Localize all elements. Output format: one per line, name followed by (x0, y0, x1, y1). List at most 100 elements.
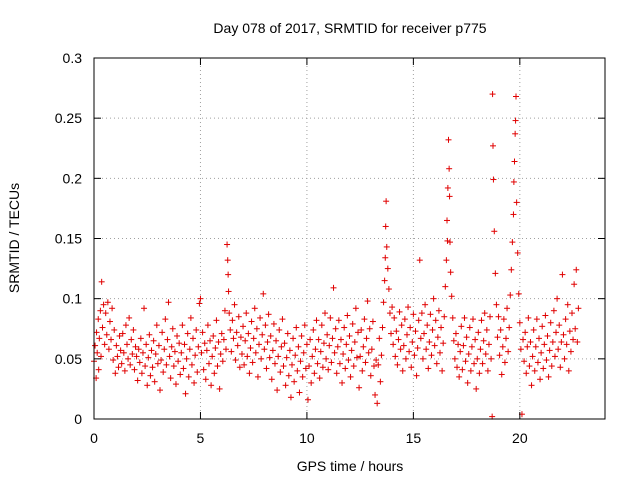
data-point (331, 349, 338, 356)
data-point (302, 365, 309, 372)
data-point (221, 307, 228, 314)
data-point (174, 332, 181, 339)
data-point (229, 317, 236, 324)
data-point (425, 365, 432, 372)
data-point (139, 349, 146, 356)
data-point (500, 316, 507, 323)
data-point (497, 326, 504, 333)
data-point (154, 360, 161, 367)
data-point (535, 335, 542, 342)
data-point (332, 325, 339, 332)
data-point (494, 334, 501, 341)
data-point (204, 322, 211, 329)
data-point (96, 335, 103, 342)
data-point (241, 361, 248, 368)
data-point (346, 332, 353, 339)
data-point (290, 335, 297, 342)
data-point (450, 337, 457, 344)
data-point (401, 316, 408, 323)
data-point (153, 322, 160, 329)
data-point (390, 341, 397, 348)
data-point (295, 343, 302, 350)
data-point (550, 307, 557, 314)
data-point (317, 348, 324, 355)
grid-lines (94, 58, 605, 419)
data-point (213, 317, 220, 324)
data-point (98, 278, 105, 285)
data-point (512, 117, 519, 124)
data-point (434, 334, 441, 341)
data-point (249, 359, 256, 366)
data-point (128, 336, 135, 343)
data-point (219, 358, 226, 365)
data-point (122, 322, 129, 329)
data-point (289, 361, 296, 368)
data-point (146, 331, 153, 338)
data-point (126, 314, 133, 321)
data-point (474, 355, 481, 362)
data-point (557, 364, 564, 371)
data-point (484, 367, 491, 374)
data-point (250, 335, 257, 342)
data-point (491, 228, 498, 235)
data-point (183, 355, 190, 362)
data-point (384, 265, 391, 272)
data-point (442, 283, 449, 290)
data-point (194, 369, 201, 376)
data-point (373, 357, 380, 364)
x-tick-label: 5 (197, 430, 205, 446)
data-point (382, 254, 389, 261)
data-point (312, 346, 319, 353)
data-point (296, 389, 303, 396)
data-point (340, 351, 347, 358)
data-point (273, 337, 280, 344)
data-point (102, 310, 109, 317)
data-point (118, 360, 125, 367)
data-point (152, 351, 159, 358)
data-point (190, 335, 197, 342)
data-point (573, 266, 580, 273)
data-point (480, 337, 487, 344)
data-point (509, 239, 516, 246)
data-point (551, 353, 558, 360)
data-point (114, 353, 121, 360)
data-point (517, 346, 524, 353)
data-point (242, 337, 249, 344)
data-point (375, 361, 382, 368)
data-point (343, 341, 350, 348)
y-tick-labels: 0 0.05 0.1 0.15 0.2 0.25 0.3 (55, 50, 82, 427)
data-point (530, 326, 537, 333)
data-point (170, 363, 177, 370)
data-point (341, 324, 348, 331)
data-point (507, 292, 514, 299)
data-point (355, 329, 362, 336)
data-point (419, 355, 426, 362)
data-point (526, 363, 533, 370)
data-point (352, 305, 359, 312)
data-point (208, 382, 215, 389)
data-point (160, 369, 167, 376)
data-point (566, 328, 573, 335)
data-point (141, 305, 148, 312)
data-point (164, 336, 171, 343)
data-point (446, 239, 453, 246)
data-point (445, 136, 452, 143)
data-point (104, 299, 111, 306)
y-tick-label: 0.1 (63, 291, 83, 307)
x-axis-label: GPS time / hours (297, 458, 404, 474)
data-point (344, 312, 351, 319)
data-point (570, 336, 577, 343)
data-point (247, 345, 254, 352)
data-point (529, 353, 536, 360)
data-point (515, 290, 522, 297)
data-point (207, 337, 214, 344)
data-point (157, 387, 164, 394)
data-point (326, 342, 333, 349)
data-point (525, 314, 532, 321)
data-point (336, 360, 343, 367)
data-point (413, 372, 420, 379)
data-point (369, 318, 376, 325)
data-point (477, 346, 484, 353)
data-point (180, 365, 187, 372)
data-point (113, 342, 120, 349)
